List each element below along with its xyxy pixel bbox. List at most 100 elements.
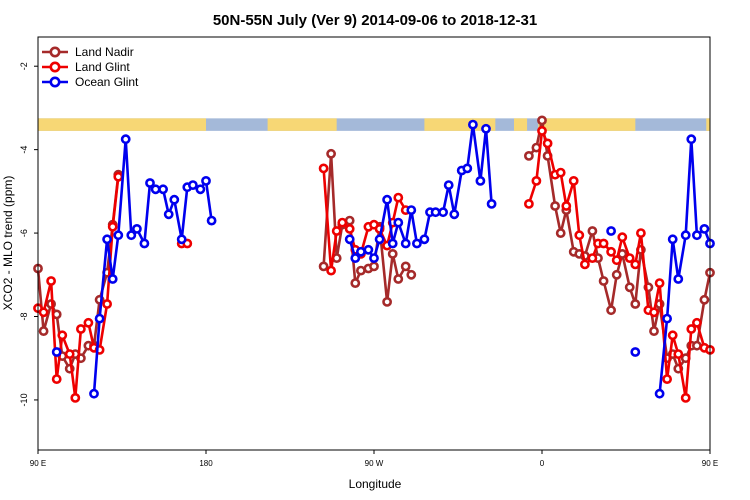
x-tick-label: 90 W	[365, 459, 384, 468]
point-land-glint-58	[692, 317, 702, 328]
point-ocean-glint-38	[443, 180, 454, 190]
point-land-glint-4	[51, 374, 62, 384]
point-land-nadir-57	[692, 340, 702, 351]
point-land-glint-49	[636, 228, 646, 238]
point-land-nadir-50	[649, 326, 659, 336]
point-land-nadir-19	[344, 215, 355, 226]
point-land-nadir-43	[606, 305, 616, 316]
point-ocean-glint-14	[163, 209, 174, 220]
point-ocean-glint-20	[201, 175, 211, 186]
series-land-nadir	[33, 115, 715, 374]
point-land-nadir-42	[598, 276, 609, 286]
point-ocean-glint-39	[449, 209, 460, 220]
series-land-glint	[33, 125, 715, 403]
point-land-glint-41	[587, 253, 598, 263]
point-land-nadir-21	[355, 265, 366, 276]
legend-swatch-marker	[49, 46, 61, 58]
point-ocean-glint-41	[462, 163, 473, 174]
y-tick-label: -8	[19, 312, 29, 320]
point-land-glint-5	[57, 330, 68, 341]
point-land-glint-34	[542, 138, 553, 149]
point-land-nadir-20	[350, 278, 361, 288]
point-ocean-glint-9	[131, 223, 142, 234]
point-ocean-glint-31	[400, 238, 411, 249]
point-land-glint-38	[568, 175, 579, 186]
series-layer	[33, 115, 715, 403]
point-ocean-glint-8	[126, 230, 137, 241]
point-land-glint-40	[580, 259, 590, 270]
point-land-glint-46	[617, 232, 628, 243]
point-ocean-glint-18	[187, 180, 198, 190]
point-land-glint-55	[673, 349, 684, 359]
point-land-nadir-28	[400, 261, 411, 272]
point-ocean-glint-5	[107, 274, 118, 284]
point-ocean-glint-12	[150, 184, 161, 195]
point-land-glint-53	[662, 374, 672, 384]
point-land-glint-29	[393, 192, 404, 203]
point-land-glint-37	[561, 201, 572, 211]
point-ocean-glint-10	[139, 238, 150, 249]
point-ocean-glint-16	[176, 234, 187, 245]
point-land-glint-57	[686, 324, 697, 334]
point-land-glint-7	[70, 392, 81, 403]
series-line-ocean-glint-2	[92, 137, 213, 394]
point-land-glint-32	[531, 175, 542, 186]
point-land-nadir-27	[393, 274, 404, 284]
point-ocean-glint-28	[382, 194, 392, 205]
point-ocean-glint-6	[113, 230, 124, 241]
y-tick-label: -4	[19, 146, 29, 154]
point-land-glint-44	[606, 246, 616, 257]
legend-item-land-glint: Land Glint	[42, 60, 130, 74]
point-ocean-glint-43	[475, 175, 486, 186]
point-ocean-glint-55	[699, 223, 710, 234]
point-land-glint-3	[46, 276, 56, 286]
point-land-nadir-23	[369, 261, 379, 272]
x-tick-label: 0	[540, 459, 545, 468]
point-ocean-glint-49	[662, 313, 672, 324]
y-tick-label: -2	[19, 62, 29, 70]
y-axis: -2 -4 -6 -8 -10	[19, 62, 38, 406]
point-ocean-glint-51	[673, 274, 684, 284]
point-land-glint-12	[102, 299, 112, 309]
point-ocean-glint-36	[430, 207, 441, 218]
point-land-nadir-32	[537, 115, 547, 126]
point-ocean-glint-2	[89, 388, 99, 399]
point-ocean-glint-44	[481, 123, 491, 134]
y-axis-label: XCO2 - MLO trend (ppm)	[1, 176, 15, 311]
point-land-nadir-15	[318, 261, 329, 272]
point-land-glint-54	[667, 330, 678, 341]
point-land-glint-9	[83, 317, 94, 328]
point-ocean-glint-11	[145, 178, 155, 188]
point-ocean-glint-42	[467, 119, 478, 130]
point-land-glint-36	[555, 167, 566, 178]
point-ocean-glint-3	[94, 313, 105, 324]
legend-label: Ocean Glint	[75, 75, 139, 89]
legend-label: Land Nadir	[75, 45, 134, 59]
point-ocean-glint-21	[206, 215, 217, 226]
point-ocean-glint-23	[350, 253, 361, 263]
point-ocean-glint-50	[667, 234, 678, 245]
point-land-glint-18	[326, 265, 336, 276]
point-land-glint-52	[654, 278, 665, 288]
x-tick-label: 180	[199, 459, 213, 468]
point-ocean-glint-1	[51, 347, 62, 357]
point-land-glint-6	[64, 349, 75, 359]
point-ocean-glint-54	[692, 230, 702, 241]
legend-swatch-marker	[49, 61, 61, 73]
point-land-nadir-29	[406, 269, 417, 280]
point-ocean-glint-25	[363, 244, 374, 255]
point-land-glint-17	[318, 163, 329, 174]
legend-item-land-nadir: Land Nadir	[42, 45, 134, 59]
point-land-nadir-47	[630, 299, 641, 309]
x-tick-label: 90 E	[30, 459, 46, 468]
point-land-nadir-40	[587, 226, 598, 236]
point-land-glint-21	[344, 223, 355, 234]
point-land-glint-2	[38, 307, 49, 318]
series-line-land-glint-1	[37, 176, 120, 400]
point-ocean-glint-13	[158, 184, 168, 195]
point-ocean-glint-48	[654, 388, 665, 399]
point-land-nadir-44	[611, 269, 622, 280]
point-land-glint-33	[537, 125, 547, 136]
